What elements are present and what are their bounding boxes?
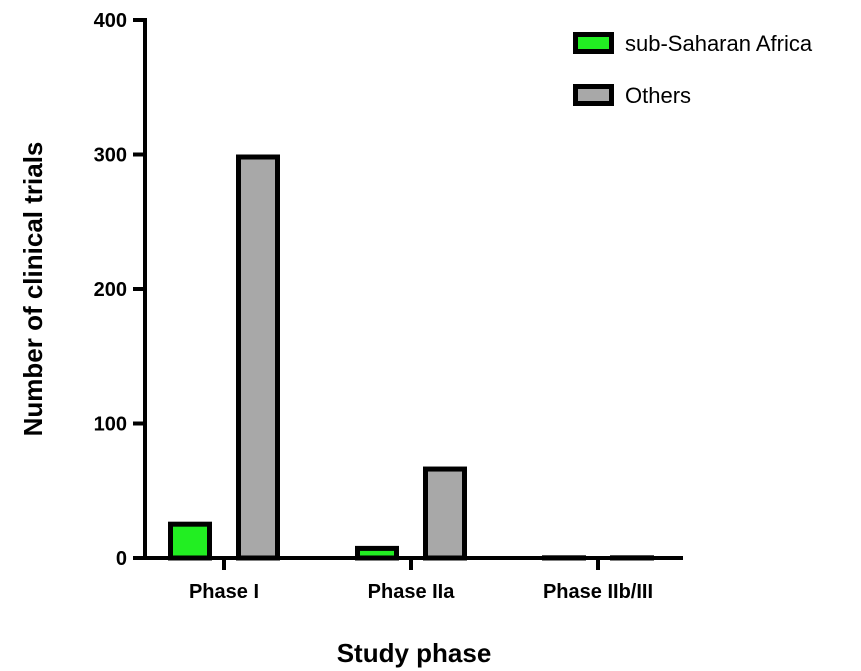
y-tick-label: 400 — [94, 10, 127, 32]
x-axis-title: Study phase — [337, 638, 492, 668]
legend: sub-Saharan Africa Others — [573, 31, 813, 108]
y-tick-label: 300 — [94, 145, 127, 167]
x-tick-label: Phase IIb/III — [543, 581, 653, 603]
y-tick-label: 0 — [116, 548, 127, 570]
x-tick-label: Phase I — [189, 581, 259, 603]
x-tick-label: Phase IIa — [368, 581, 456, 603]
bar-ssa-0 — [168, 521, 212, 561]
bars-layer — [168, 154, 654, 561]
x-ticks: Phase I Phase IIa Phase IIb/III — [189, 558, 653, 603]
bar-others-0 — [236, 154, 280, 561]
legend-swatch-others — [573, 84, 614, 106]
y-tick-label: 200 — [94, 279, 127, 301]
legend-label-ssa: sub-Saharan Africa — [625, 31, 813, 56]
y-tick-label: 100 — [94, 414, 127, 436]
legend-swatch-ssa — [573, 32, 614, 54]
bar-others-1 — [423, 466, 467, 561]
y-axis-title: Number of clinical trials — [18, 142, 48, 437]
y-ticks: 0 100 200 300 400 — [94, 10, 145, 570]
legend-label-others: Others — [625, 83, 691, 108]
